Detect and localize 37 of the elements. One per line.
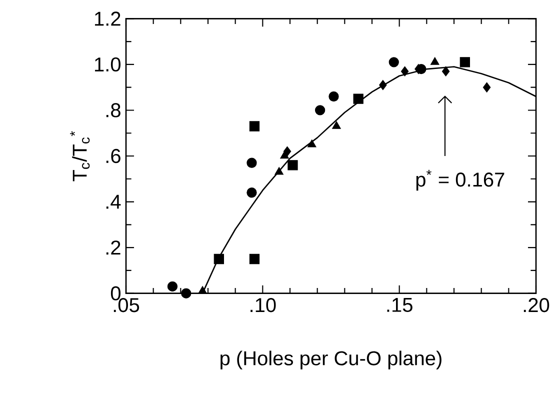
x-tick-label: .05 bbox=[114, 298, 140, 312]
point bbox=[246, 158, 257, 168]
point bbox=[283, 146, 292, 156]
point bbox=[249, 121, 260, 132]
y-axis-title: T$_{c}$/T$_{c}$* bbox=[70, 131, 90, 182]
point bbox=[400, 66, 409, 76]
point bbox=[460, 57, 470, 68]
point bbox=[332, 121, 341, 129]
annotation: p$^{*}$ = 0.167 bbox=[416, 170, 504, 191]
point bbox=[249, 254, 260, 264]
point bbox=[274, 166, 284, 175]
y-tick-label: 1.0 bbox=[95, 57, 120, 72]
point bbox=[388, 57, 399, 68]
x-axis-title: p (Holes per Cu-O plane) bbox=[220, 350, 442, 370]
point bbox=[181, 288, 192, 298]
y-tick-label: .4 bbox=[106, 194, 121, 209]
point bbox=[214, 254, 224, 264]
x-tick-label: .15 bbox=[387, 298, 412, 312]
point bbox=[315, 105, 326, 116]
y-tick-label: .6 bbox=[106, 148, 120, 164]
point bbox=[288, 160, 298, 170]
x-tick-label: .20 bbox=[524, 298, 550, 312]
point bbox=[328, 91, 339, 102]
point bbox=[167, 281, 178, 292]
y-tick-label: 0 bbox=[110, 286, 120, 300]
x-tick-label: .10 bbox=[250, 298, 276, 312]
point bbox=[198, 286, 207, 294]
point bbox=[430, 57, 440, 65]
point bbox=[482, 82, 491, 92]
y-tick-label: .2 bbox=[106, 240, 120, 255]
point bbox=[379, 80, 387, 90]
y-tick-label: .8 bbox=[106, 103, 120, 118]
point bbox=[442, 66, 450, 76]
y-tick-label: 1.2 bbox=[95, 12, 120, 26]
point bbox=[353, 94, 364, 104]
point bbox=[246, 188, 257, 198]
point bbox=[307, 139, 316, 148]
